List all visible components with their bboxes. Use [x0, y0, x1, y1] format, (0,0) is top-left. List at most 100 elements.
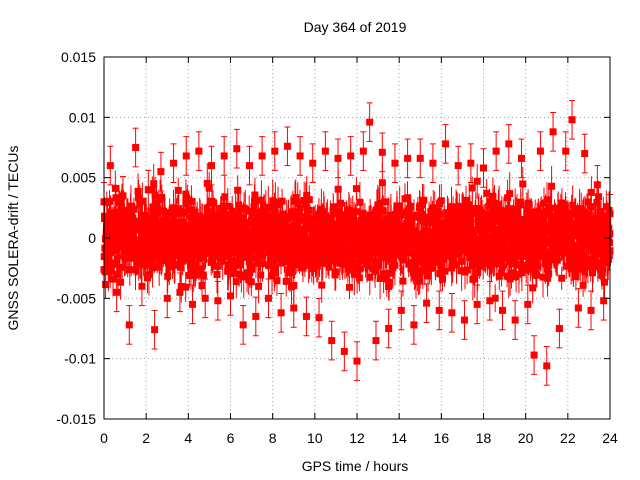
data-point	[132, 144, 140, 151]
data-point	[600, 297, 608, 305]
data-point	[334, 154, 342, 162]
data-point	[176, 288, 184, 296]
data-point	[340, 347, 348, 355]
y-axis-title: GNSS SOLERA-drift / TECUs	[5, 146, 21, 331]
y-tick-label: -0.01	[64, 351, 96, 367]
data-point	[239, 321, 247, 329]
data-point	[201, 294, 209, 302]
data-point	[492, 147, 500, 155]
data-point	[429, 159, 437, 167]
data-point	[486, 297, 494, 305]
data-point	[511, 316, 519, 324]
data-point	[195, 147, 203, 155]
x-tick-label: 16	[434, 430, 450, 446]
data-point	[454, 162, 462, 170]
data-point	[182, 152, 190, 160]
y-tick-label: 0.005	[61, 170, 96, 186]
x-tick-label: 8	[269, 430, 277, 446]
data-point	[258, 152, 266, 160]
data-point	[568, 116, 576, 124]
x-axis-title: GPS time / hours	[302, 458, 409, 474]
data-point	[163, 294, 171, 302]
data-point	[593, 181, 601, 189]
data-point	[498, 306, 506, 314]
data-point	[555, 325, 563, 332]
x-tick-label: 20	[518, 430, 534, 446]
data-point	[309, 159, 317, 167]
data-point	[397, 306, 405, 314]
data-point	[574, 304, 582, 312]
data-point	[543, 362, 551, 370]
data-point	[530, 351, 538, 359]
y-tick-label: -0.015	[56, 411, 96, 427]
data-point	[378, 148, 386, 156]
data-point	[347, 152, 355, 160]
data-point	[283, 142, 291, 150]
x-tick-label: 18	[476, 430, 492, 446]
data-point	[404, 154, 412, 162]
data-point	[302, 312, 310, 320]
y-tick-label: 0.01	[69, 109, 96, 125]
x-tick-label: 24	[602, 430, 618, 446]
data-point	[170, 159, 178, 167]
data-point	[245, 162, 253, 170]
data-point	[227, 292, 234, 300]
data-point	[366, 118, 374, 126]
data-point	[144, 186, 152, 194]
data-point	[277, 309, 285, 317]
x-axis-ticks: 0 2 4 6 8 10 12 14 16 18 20 22 24	[100, 57, 618, 446]
data-point	[480, 164, 487, 172]
data-point	[581, 150, 589, 158]
data-point	[233, 145, 241, 153]
data-point	[208, 162, 216, 170]
x-tick-label: 10	[307, 430, 323, 446]
data-point	[353, 357, 361, 365]
y-tick-label: 0	[88, 230, 96, 246]
data-point	[442, 140, 450, 148]
data-point	[391, 159, 399, 167]
data-point	[423, 299, 431, 307]
data-point	[290, 304, 298, 312]
data-point	[372, 337, 380, 345]
data-point	[296, 152, 304, 160]
data-point	[385, 325, 393, 332]
x-tick-label: 14	[391, 430, 407, 446]
data-point	[549, 128, 557, 136]
chart-title: Day 364 of 2019	[304, 19, 407, 35]
x-tick-label: 22	[560, 430, 576, 446]
data-point	[587, 306, 595, 314]
data-point	[264, 294, 272, 302]
data-point	[435, 306, 443, 314]
y-tick-label: -0.005	[56, 290, 96, 306]
data-point	[505, 140, 513, 148]
data-point	[157, 168, 165, 176]
data-point	[524, 300, 532, 308]
data-point	[214, 297, 222, 305]
data-point	[359, 147, 367, 155]
x-tick-label: 12	[349, 430, 365, 446]
data-point	[410, 321, 418, 329]
data-point	[189, 300, 197, 308]
x-tick-label: 0	[100, 430, 108, 446]
data-point	[473, 300, 481, 308]
data-point	[328, 337, 336, 345]
y-axis-ticks: -0.015 -0.01 -0.005 0 0.005 0.01 0.015	[56, 49, 610, 427]
data-point	[562, 147, 570, 155]
data-point	[119, 192, 127, 200]
data-point	[252, 312, 260, 320]
data-point	[113, 288, 121, 296]
data-point	[315, 314, 323, 322]
data-point	[321, 147, 329, 155]
data-series	[100, 99, 614, 386]
data-point	[106, 162, 114, 170]
data-point	[138, 282, 146, 290]
data-point	[125, 321, 133, 329]
x-tick-label: 4	[184, 430, 192, 446]
x-tick-label: 2	[142, 430, 150, 446]
data-point	[536, 147, 544, 155]
data-point	[448, 309, 456, 317]
data-point	[517, 154, 525, 162]
data-point	[461, 316, 469, 324]
data-point	[220, 152, 228, 160]
